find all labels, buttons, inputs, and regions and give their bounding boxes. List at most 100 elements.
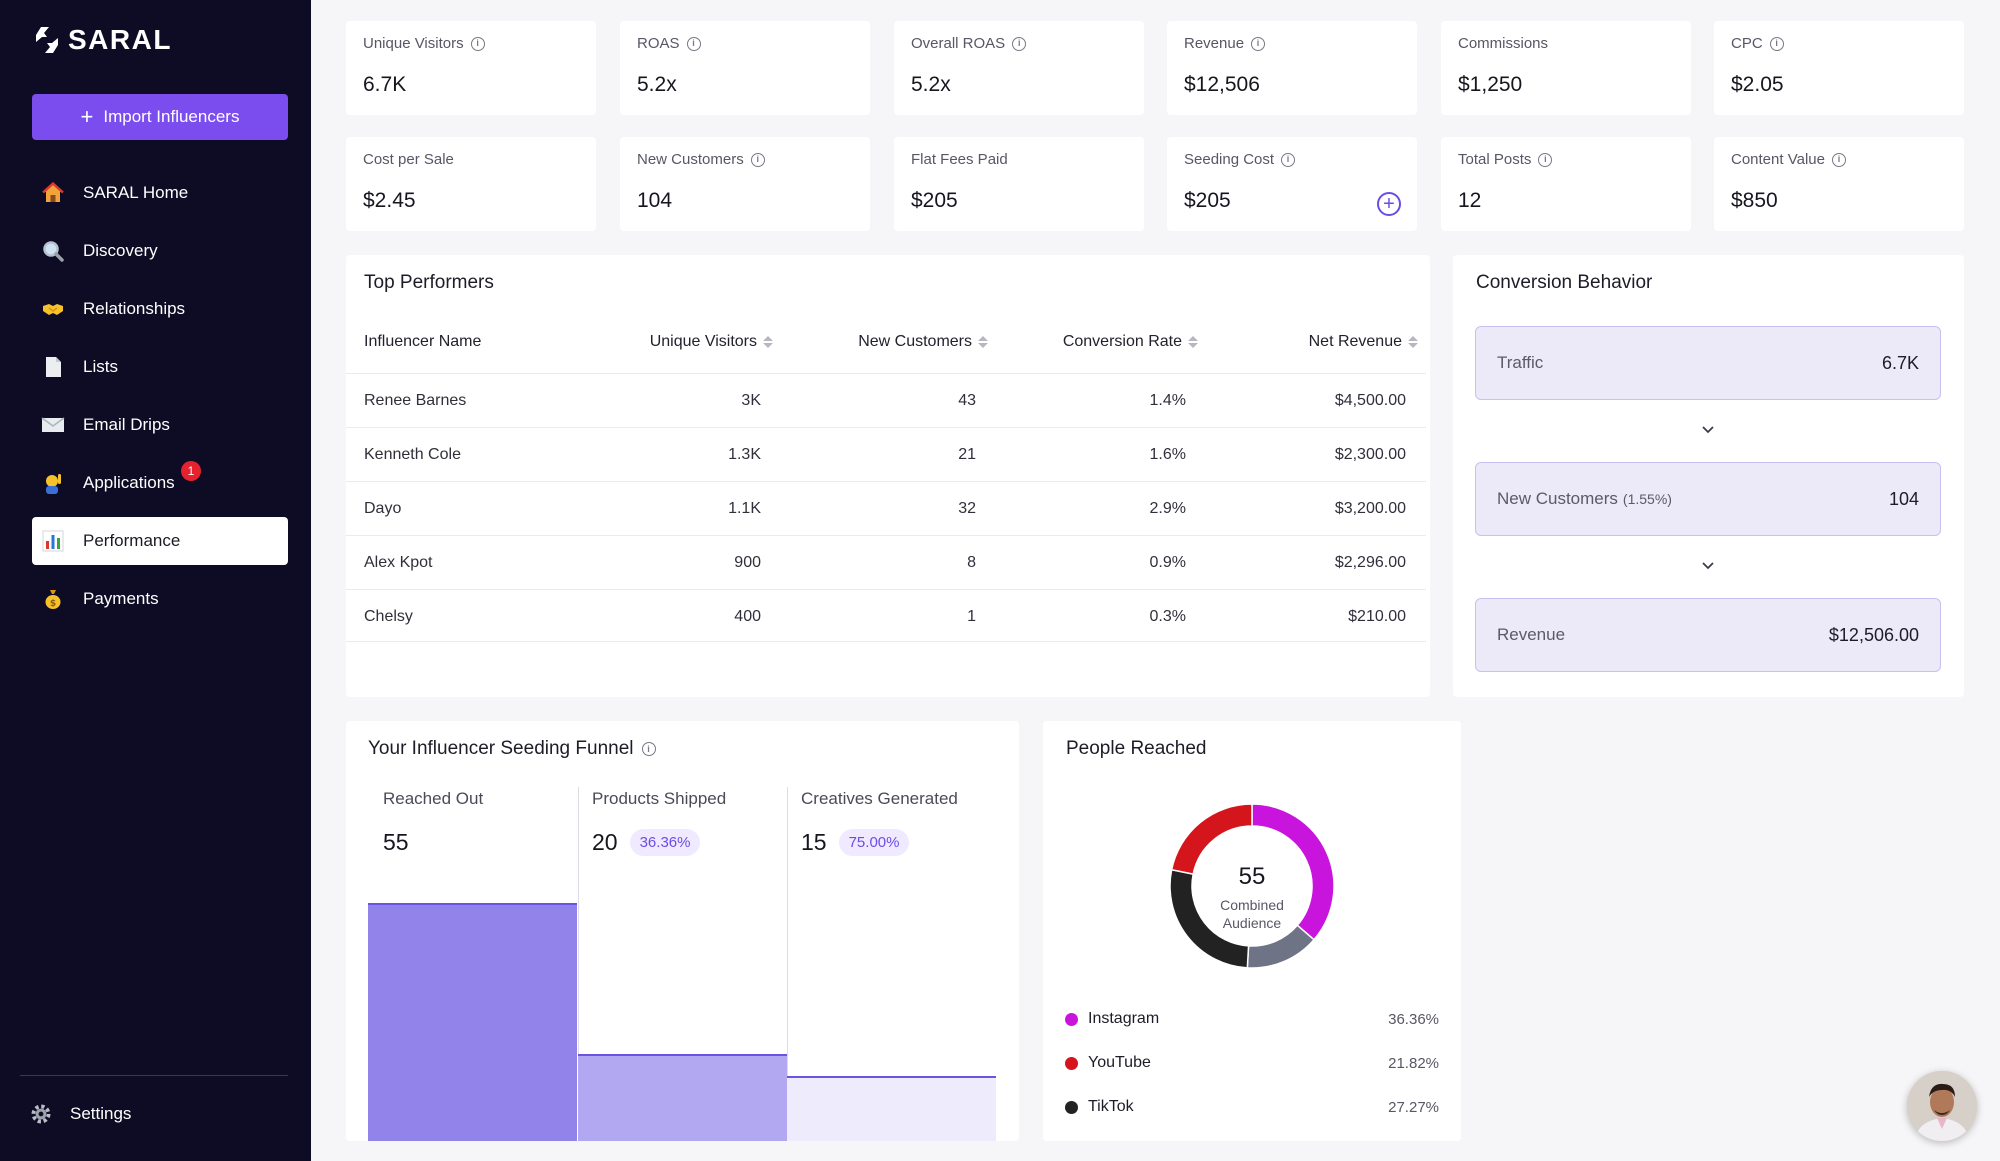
- stat-card-revenue: Revenue i $12,506: [1167, 21, 1417, 115]
- column-influencer-name[interactable]: Influencer Name: [364, 317, 481, 367]
- home-icon: [40, 180, 66, 206]
- column-label: Unique Visitors: [649, 333, 757, 350]
- bar-chart-icon: [40, 528, 66, 554]
- stat-value: $1,250: [1458, 73, 1523, 96]
- funnel-stage-label: Reached Out: [383, 789, 484, 808]
- user-avatar-image: [1907, 1071, 1977, 1141]
- info-icon[interactable]: i: [470, 36, 485, 51]
- donut-segment-other[interactable]: [1246, 924, 1316, 969]
- info-icon[interactable]: i: [1012, 36, 1027, 51]
- notification-badge: 1: [181, 461, 201, 481]
- donut-center-value: 55: [1239, 863, 1266, 890]
- table-row[interactable]: Renee Barnes 3K 43 1.4% $4,500.00: [346, 373, 1426, 427]
- stat-card-total-posts: Total Posts i 12: [1441, 137, 1691, 231]
- seeding-funnel-title: Your Influencer Seeding Funnel: [368, 738, 634, 759]
- cell-unique-visitors: 1.3K: [728, 445, 761, 463]
- funnel-bar-creatives-generated: [787, 1076, 996, 1141]
- top-performers-title: Top Performers: [364, 272, 494, 293]
- add-seeding-cost-button[interactable]: +: [1377, 192, 1401, 216]
- sidebar-item-relationships[interactable]: Relationships: [32, 285, 288, 333]
- stat-value: 5.2x: [637, 73, 677, 96]
- handshake-icon: [40, 296, 66, 322]
- sort-icon[interactable]: [978, 336, 988, 348]
- conversion-step-label: New Customers: [1497, 489, 1618, 508]
- table-bottom-border: [346, 641, 1426, 642]
- column-label: New Customers: [858, 333, 972, 350]
- info-icon[interactable]: i: [641, 742, 656, 756]
- sidebar-item-lists[interactable]: Lists: [32, 343, 288, 391]
- stat-card-cpc: CPC i $2.05: [1714, 21, 1964, 115]
- sort-icon[interactable]: [763, 336, 773, 348]
- cell-unique-visitors: 1.1K: [728, 499, 761, 517]
- stat-card-cost-per-sale: Cost per Sale $2.45: [346, 137, 596, 231]
- user-avatar[interactable]: [1907, 1071, 1977, 1141]
- column-unique-visitors[interactable]: Unique Visitors: [613, 317, 773, 367]
- table-row[interactable]: Chelsy 400 1 0.3% $210.00: [346, 589, 1426, 643]
- legend-label: TikTok: [1088, 1098, 1134, 1115]
- info-icon[interactable]: i: [1538, 152, 1553, 167]
- saral-logo[interactable]: SARAL: [34, 24, 172, 56]
- stat-value: $205: [911, 189, 958, 212]
- table-header: Influencer Name Unique Visitors New Cust…: [346, 317, 1426, 367]
- plus-icon: +: [80, 104, 94, 129]
- sidebar-item-email-drips[interactable]: Email Drips: [32, 401, 288, 449]
- cell-net-revenue: $2,300.00: [1334, 445, 1406, 463]
- sort-icon[interactable]: [1188, 336, 1198, 348]
- cell-unique-visitors: 900: [734, 553, 761, 571]
- document-icon: [40, 354, 66, 380]
- cell-new-customers: 8: [967, 553, 976, 571]
- stat-value: $12,506: [1184, 73, 1260, 96]
- stat-label: Unique Visitors: [363, 35, 464, 52]
- info-icon[interactable]: i: [1281, 152, 1296, 167]
- legend-item-tiktok: TikTok 27.27%: [1065, 1096, 1439, 1118]
- sidebar-item-performance[interactable]: Performance: [32, 517, 288, 565]
- sort-icon[interactable]: [1408, 336, 1418, 348]
- legend-percent: 27.27%: [1388, 1098, 1439, 1116]
- column-new-customers[interactable]: New Customers: [816, 317, 988, 367]
- donut-segment-youtube[interactable]: [1170, 803, 1253, 875]
- top-performers-card: Top Performers Influencer Name Unique Vi…: [346, 255, 1430, 697]
- funnel-bar-products-shipped: [578, 1054, 787, 1141]
- info-icon[interactable]: i: [1831, 152, 1846, 167]
- conversion-step-value: $12,506.00: [1828, 624, 1919, 645]
- info-icon[interactable]: i: [750, 152, 765, 167]
- seeding-funnel-header: Your Influencer Seeding Funnel i: [368, 738, 656, 760]
- sidebar-item-payments[interactable]: $ Payments: [32, 575, 288, 623]
- cell-new-customers: 32: [958, 499, 976, 517]
- sidebar-item-label: Discovery: [83, 241, 158, 260]
- conversion-step-new-customers: New Customers (1.55%) 104: [1475, 462, 1941, 536]
- table-row[interactable]: Alex Kpot 900 8 0.9% $2,296.00: [346, 535, 1426, 589]
- sidebar-item-label: Relationships: [83, 299, 186, 318]
- import-influencers-button[interactable]: + Import Influencers: [32, 94, 288, 140]
- sidebar-item-discovery[interactable]: Discovery: [32, 227, 288, 275]
- stat-card-flat-fees-paid: Flat Fees Paid $205: [894, 137, 1144, 231]
- column-conversion-rate[interactable]: Conversion Rate: [1026, 317, 1198, 367]
- stat-label: Overall ROAS: [911, 35, 1006, 52]
- table-row[interactable]: Dayo 1.1K 32 2.9% $3,200.00: [346, 481, 1426, 535]
- cell-unique-visitors: 3K: [741, 391, 761, 409]
- settings-button[interactable]: Settings: [28, 1101, 131, 1127]
- funnel-bar-reached-out: [368, 903, 577, 1141]
- legend-percent: 36.36%: [1388, 1010, 1439, 1028]
- table-row[interactable]: Kenneth Cole 1.3K 21 1.6% $2,300.00: [346, 427, 1426, 481]
- sidebar-item-label: Applications: [83, 473, 175, 492]
- sidebar-item-label: Payments: [83, 589, 159, 608]
- cell-net-revenue: $3,200.00: [1334, 499, 1406, 517]
- sidebar-item-saral-home[interactable]: SARAL Home: [32, 169, 288, 217]
- info-icon[interactable]: i: [1769, 36, 1784, 51]
- sidebar-item-label: Performance: [83, 531, 181, 550]
- info-icon[interactable]: i: [686, 36, 701, 51]
- conversion-step-value: 104: [1888, 488, 1919, 509]
- stat-value: 5.2x: [911, 73, 951, 96]
- column-net-revenue[interactable]: Net Revenue: [1226, 317, 1418, 367]
- funnel-stage-creatives-generated: Creatives Generated 15 75.00%: [801, 789, 958, 1141]
- sidebar-item-applications[interactable]: Applications 1: [32, 459, 288, 507]
- cell-name: Dayo: [364, 499, 402, 517]
- stat-label: New Customers: [637, 151, 744, 168]
- legend-dot: [1065, 1100, 1078, 1114]
- chevron-down-icon: [1702, 562, 1714, 570]
- funnel-stage-reached-out: Reached Out 55: [383, 789, 483, 1141]
- info-icon[interactable]: i: [1251, 36, 1266, 51]
- stat-label: Total Posts: [1458, 151, 1532, 168]
- brand-name: SARAL: [68, 24, 172, 55]
